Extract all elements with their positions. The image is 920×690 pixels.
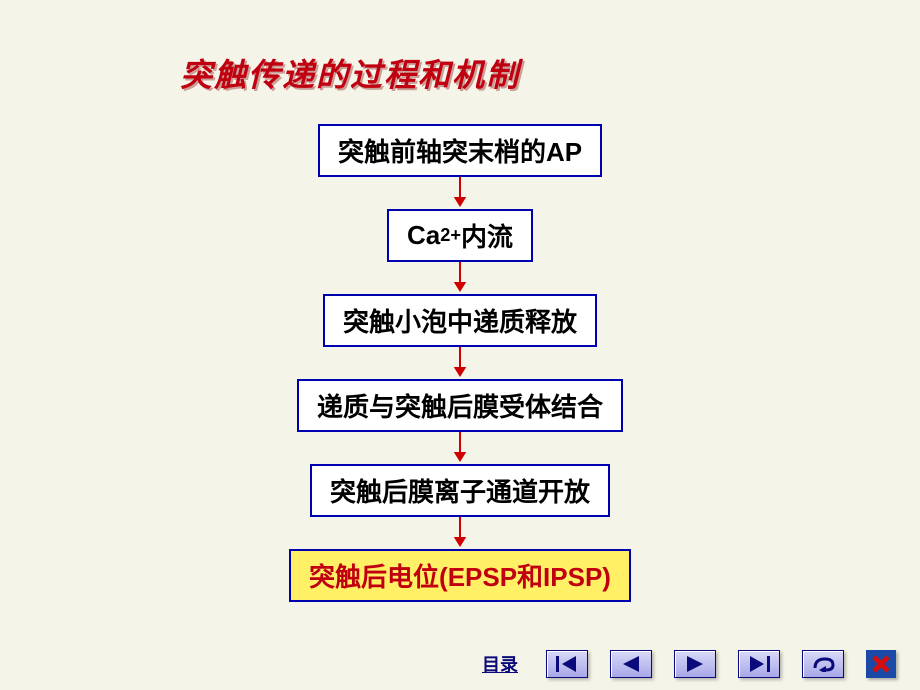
- nav-first-button[interactable]: [546, 650, 588, 678]
- prev-icon: [621, 656, 641, 672]
- close-icon: [871, 654, 891, 674]
- nav-close-button[interactable]: [866, 650, 896, 678]
- first-icon: [556, 656, 578, 672]
- flow-arrow: [450, 347, 470, 379]
- nav-next-button[interactable]: [674, 650, 716, 678]
- flow-node: Ca2+内流: [387, 209, 533, 262]
- flow-node: 递质与突触后膜受体结合: [297, 379, 623, 432]
- flow-node: 突触小泡中递质释放: [323, 294, 597, 347]
- nav-prev-button[interactable]: [610, 650, 652, 678]
- flow-arrow: [450, 177, 470, 209]
- nav-last-button[interactable]: [738, 650, 780, 678]
- flowchart: 突触前轴突末梢的AP Ca2+内流突触小泡中递质释放递质与突触后膜受体结合突触后膜…: [289, 124, 631, 602]
- toc-link[interactable]: 目录: [482, 651, 518, 677]
- footer-nav: 目录: [482, 650, 896, 678]
- flow-arrow: [450, 262, 470, 294]
- flow-node: 突触前轴突末梢的AP: [318, 124, 602, 177]
- next-icon: [685, 656, 705, 672]
- flow-arrow: [450, 517, 470, 549]
- flow-arrow: [450, 432, 470, 464]
- slide-title: 突触传递的过程和机制: [180, 50, 520, 96]
- flow-node: 突触后电位(EPSP和IPSP): [289, 549, 631, 602]
- return-icon: [811, 656, 835, 672]
- nav-return-button[interactable]: [802, 650, 844, 678]
- flow-node: 突触后膜离子通道开放: [310, 464, 610, 517]
- slide: 突触传递的过程和机制 突触前轴突末梢的AP Ca2+内流突触小泡中递质释放递质与突…: [0, 0, 920, 690]
- last-icon: [748, 656, 770, 672]
